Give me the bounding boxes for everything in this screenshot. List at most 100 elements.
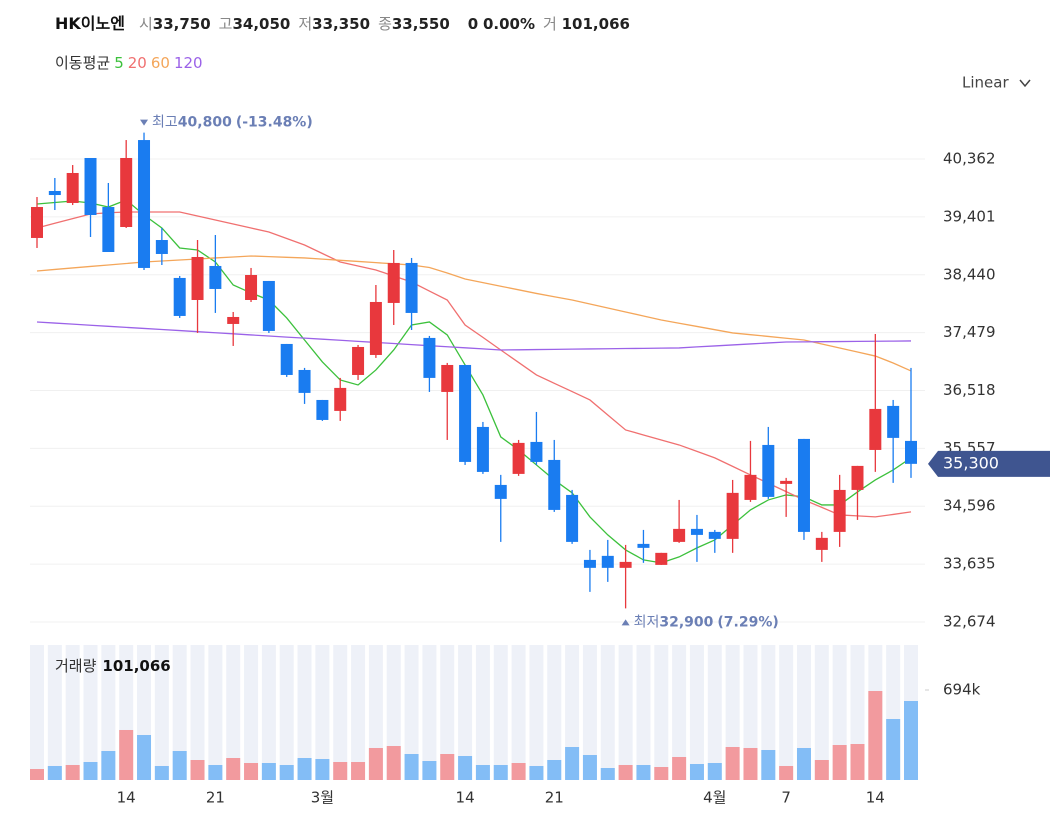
volume-column-bg xyxy=(475,645,490,780)
volume-bar xyxy=(529,765,544,780)
volume-bar xyxy=(886,718,901,780)
volume-column-bg xyxy=(779,645,794,780)
volume-bar xyxy=(493,764,508,780)
y-tick-label: 34,596 xyxy=(943,497,996,515)
volume-bar xyxy=(868,690,883,780)
x-tick-label: 3월 xyxy=(311,789,334,807)
candle-body xyxy=(173,277,186,316)
field-label: 시 xyxy=(138,15,153,33)
ma-line xyxy=(36,199,912,564)
volume-column-bg xyxy=(30,645,44,780)
field-value: 33,550 xyxy=(391,15,450,33)
volume-bar xyxy=(672,756,687,780)
volume-column-bg xyxy=(226,645,241,780)
volume-column-bg xyxy=(83,645,98,780)
field-value: 33,350 xyxy=(312,15,371,33)
candle-body xyxy=(797,438,810,532)
volume-bar xyxy=(440,753,455,780)
volume-column-bg xyxy=(333,645,348,780)
volume-column-bg xyxy=(154,645,169,780)
volume-bar xyxy=(190,760,205,780)
volume-column-bg xyxy=(190,645,205,780)
field-value: 33,750 xyxy=(152,15,211,33)
chevron[interactable] xyxy=(1019,79,1031,88)
volume-bar xyxy=(547,760,562,780)
annotation-change: (-13.48%) xyxy=(236,115,313,131)
y-tick-label: 40,362 xyxy=(943,150,996,168)
volume-title-label: 거래량 xyxy=(55,657,97,675)
volume-bar xyxy=(475,764,490,780)
candle-body xyxy=(887,405,900,438)
y-tick-label: 36,518 xyxy=(943,381,996,399)
volume-bar xyxy=(404,753,419,780)
volume-column-bg xyxy=(672,645,687,780)
annotation-value: 32,900 xyxy=(659,614,713,630)
volume-column-bg xyxy=(761,645,776,780)
volume-bar xyxy=(904,700,918,780)
candle-body xyxy=(245,275,258,300)
candle-body xyxy=(227,316,240,324)
volume-bar xyxy=(279,764,294,780)
volume-bar xyxy=(618,764,633,780)
ma-line xyxy=(36,211,912,518)
annotation-text: 최고 xyxy=(152,115,178,131)
candle-body xyxy=(369,301,382,355)
volume-column-bg xyxy=(65,645,80,780)
ma-legend-item: 60 xyxy=(150,54,170,72)
scale-mode[interactable]: Linear xyxy=(962,74,1009,92)
volume-bar xyxy=(297,758,312,780)
volume-column-bg xyxy=(404,645,419,780)
fields: 시33,750 고34,050 저33,350 종33,550 xyxy=(139,15,458,33)
volume-column-bg xyxy=(565,645,580,780)
x-tick-label: 14 xyxy=(117,789,136,807)
candle-body xyxy=(476,426,489,472)
candle-body xyxy=(726,492,739,539)
candle-body xyxy=(423,337,436,378)
candle-body xyxy=(334,387,347,411)
candle-body xyxy=(441,364,454,392)
candle-body xyxy=(120,157,133,228)
candle-body xyxy=(209,265,222,289)
volume-bar xyxy=(779,765,794,780)
current-price-badge xyxy=(928,450,1050,477)
x-tick-label: 21 xyxy=(545,789,564,807)
volume-column-bg xyxy=(458,645,473,780)
x-tick-label: 14 xyxy=(866,789,885,807)
volume-bar xyxy=(351,762,366,780)
volume-bar xyxy=(582,754,597,780)
candle-body xyxy=(387,262,400,303)
volume-column-bg xyxy=(689,645,704,780)
volume-column-bg xyxy=(511,645,526,780)
candle-body xyxy=(316,399,329,420)
candle-body xyxy=(66,172,79,203)
volume-bar xyxy=(65,764,80,780)
volume-bar xyxy=(796,747,811,780)
candle-body xyxy=(298,369,311,393)
volume-bar xyxy=(154,765,169,780)
candle-body xyxy=(512,442,525,474)
y-tick-label: 32,674 xyxy=(943,612,996,630)
volume-column-bg xyxy=(208,645,223,780)
volume-bar xyxy=(707,762,722,780)
ma-line xyxy=(36,255,912,372)
volume-bar xyxy=(172,751,187,780)
volume-title: 거래량 101,066 xyxy=(55,657,171,675)
candle-body xyxy=(815,537,828,550)
candle-body xyxy=(690,528,703,535)
volume-column-bg xyxy=(440,645,455,780)
volume-column-bg xyxy=(101,645,116,780)
volume-bar xyxy=(208,764,223,780)
volume-bar xyxy=(636,764,651,780)
volume-column-bg xyxy=(493,645,508,780)
volume-column-bg xyxy=(743,645,758,780)
ma-legend-item: 20 xyxy=(127,54,147,72)
volume-bar xyxy=(832,744,847,780)
annotation-arrow xyxy=(621,619,630,626)
x-tick-label: 21 xyxy=(206,789,225,807)
volume-column-bg xyxy=(261,645,276,780)
volume-bar xyxy=(386,745,401,780)
annotation: 최저32,900 (7.29%) xyxy=(634,614,779,630)
volume-bar xyxy=(137,735,152,780)
ma-legend: 이동평균 5 20 60 120 xyxy=(55,52,207,73)
candle-body xyxy=(566,494,579,542)
